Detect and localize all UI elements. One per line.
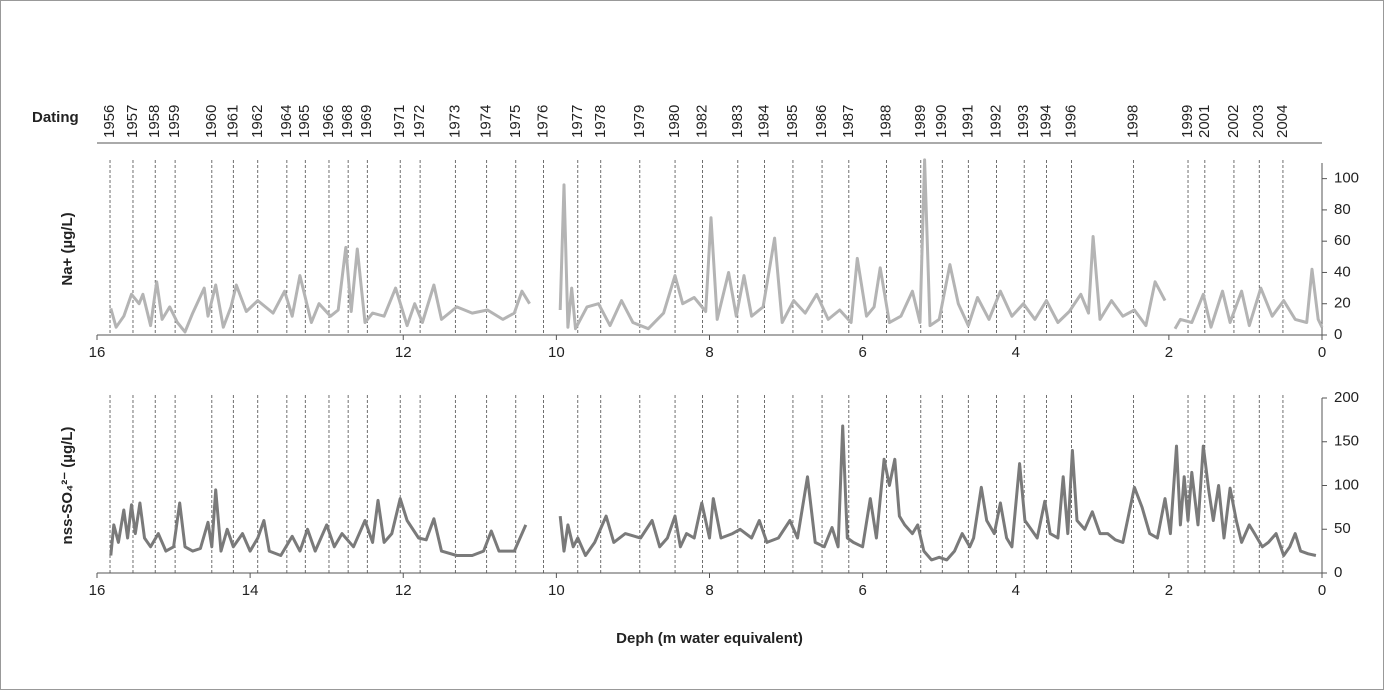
x-tick-label: 16	[89, 582, 106, 599]
y-axis-label: Na+ (µg/L)	[59, 212, 76, 285]
year-label: 1986	[813, 105, 830, 138]
x-tick-label: 8	[705, 344, 713, 361]
y-tick-label: 150	[1334, 433, 1359, 450]
year-label: 1992	[988, 105, 1005, 138]
year-label: 1969	[358, 105, 375, 138]
year-label: 1976	[534, 105, 551, 138]
x-tick-label: 2	[1165, 344, 1173, 361]
year-label: 1985	[784, 105, 801, 138]
year-label: 1979	[631, 105, 648, 138]
x-tick-label: 6	[858, 582, 866, 599]
year-label: 1958	[146, 105, 163, 138]
y-tick-label: 50	[1334, 520, 1351, 537]
x-tick-label: 0	[1318, 582, 1326, 599]
x-tick-label: 12	[395, 582, 412, 599]
year-label: 1984	[756, 105, 773, 138]
year-label: 1972	[411, 105, 428, 138]
year-label: 1987	[840, 105, 857, 138]
year-label: 1980	[666, 105, 683, 138]
y-tick-label: 0	[1334, 326, 1342, 343]
year-label: 1966	[320, 105, 337, 138]
year-label: 1978	[592, 105, 609, 138]
year-label: 1983	[729, 105, 746, 138]
year-label: 1991	[959, 105, 976, 138]
year-label: 2003	[1250, 105, 1267, 138]
year-label: 1974	[478, 105, 495, 138]
x-tick-label: 2	[1165, 582, 1173, 599]
year-label: 1989	[912, 105, 929, 138]
year-label: 1965	[296, 105, 313, 138]
x-tick-label: 6	[858, 344, 866, 361]
data-line	[109, 424, 1317, 562]
year-label: 1994	[1037, 105, 1054, 138]
year-label: 1990	[933, 105, 950, 138]
x-tick-label: 4	[1012, 344, 1020, 361]
year-label: 1971	[391, 105, 408, 138]
y-tick-label: 100	[1334, 170, 1359, 187]
year-label: 1977	[569, 105, 586, 138]
year-label: 1957	[124, 105, 141, 138]
year-label: 1998	[1125, 105, 1142, 138]
x-tick-label: 16	[89, 344, 106, 361]
x-tick-label: 12	[395, 344, 412, 361]
year-label: 1996	[1063, 105, 1080, 138]
year-label: 1964	[278, 105, 295, 138]
year-label: 2001	[1196, 105, 1213, 138]
year-label: 1973	[446, 105, 463, 138]
y-tick-label: 60	[1334, 232, 1351, 249]
x-tick-label: 14	[242, 582, 259, 599]
y-tick-label: 0	[1334, 564, 1342, 581]
year-label: 1956	[101, 105, 118, 138]
year-label: 2004	[1274, 105, 1291, 138]
year-label: 1982	[694, 105, 711, 138]
year-label: 2002	[1225, 105, 1242, 138]
y-tick-label: 20	[1334, 295, 1351, 312]
y-tick-label: 100	[1334, 476, 1359, 493]
year-label: 1961	[224, 105, 241, 138]
x-axis-label: Deph (m water equivalent)	[616, 630, 803, 647]
year-label: 1988	[877, 105, 894, 138]
year-label: 1975	[507, 105, 524, 138]
data-line	[109, 158, 1324, 334]
x-tick-label: 10	[548, 582, 565, 599]
year-label: 1960	[203, 105, 220, 138]
x-tick-label: 0	[1318, 344, 1326, 361]
y-tick-label: 40	[1334, 263, 1351, 280]
y-tick-label: 80	[1334, 201, 1351, 218]
x-tick-label: 4	[1012, 582, 1020, 599]
year-label: 1962	[249, 105, 266, 138]
year-label: 1959	[166, 105, 183, 138]
x-tick-label: 8	[705, 582, 713, 599]
year-label: 1968	[339, 105, 356, 138]
x-tick-label: 10	[548, 344, 565, 361]
dating-label: Dating	[32, 109, 79, 126]
y-axis-label: nss-SO₄²⁻ (µg/L)	[59, 427, 76, 545]
year-label: 1999	[1179, 105, 1196, 138]
y-tick-label: 200	[1334, 389, 1359, 406]
year-label: 1993	[1015, 105, 1032, 138]
